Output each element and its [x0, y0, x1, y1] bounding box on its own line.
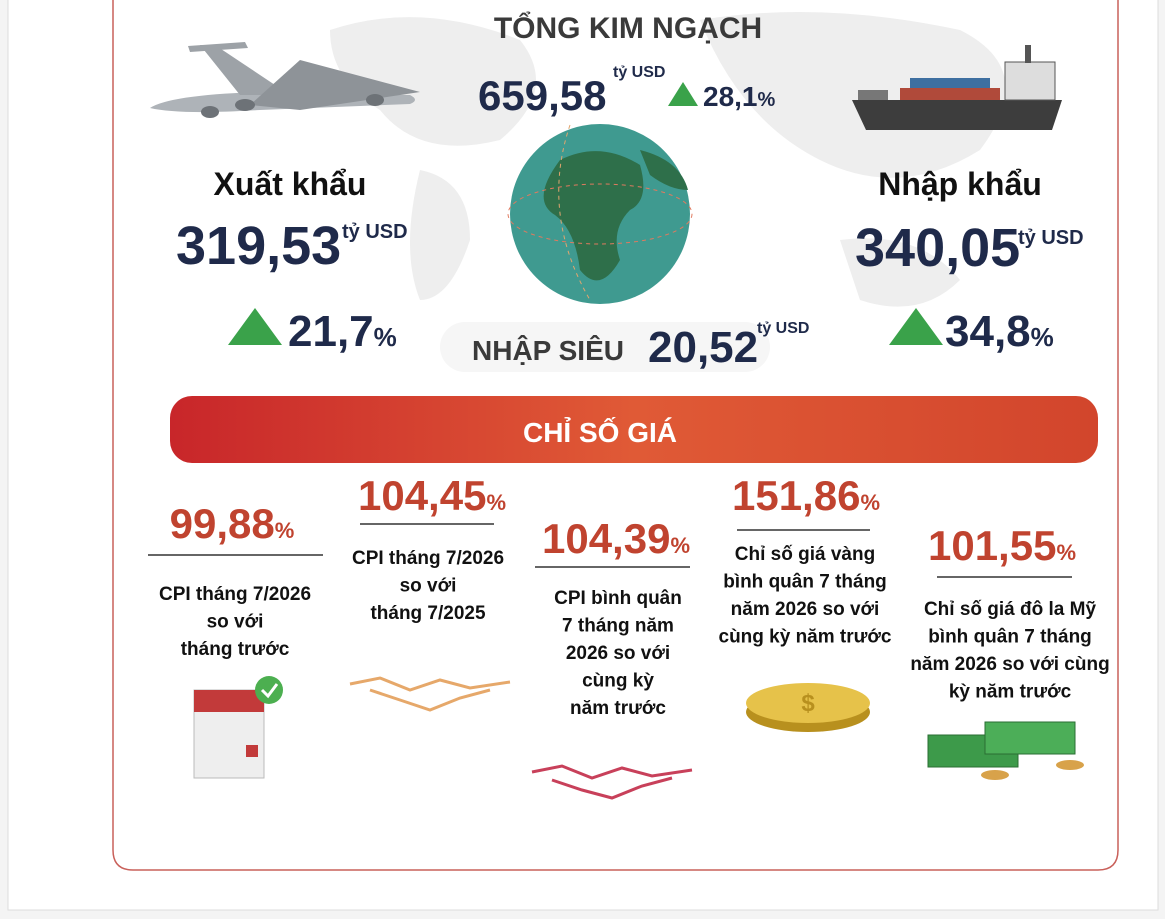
import-value: 340,05 [855, 218, 1020, 278]
price-value: 104,39% [542, 515, 690, 562]
price-label: tháng 7/2025 [370, 603, 486, 624]
price-value: 151,86% [732, 472, 880, 519]
price-label: năm 2026 so với [731, 599, 880, 620]
price-label: CPI tháng 7/2026 [159, 584, 311, 605]
total-value: 659,58 [478, 72, 606, 119]
import-unit: tỷ USD [1018, 227, 1084, 249]
total-unit: tỷ USD [613, 64, 665, 81]
price-unit: % [860, 490, 880, 515]
svg-text:$: $ [801, 690, 815, 717]
price-label: cùng kỳ năm trước [719, 627, 892, 648]
price-label: Chỉ số giá vàng [735, 544, 875, 565]
export-change: 21,7% [288, 307, 397, 356]
export-value: 319,53 [176, 216, 341, 276]
up-arrow [228, 308, 282, 345]
price-number: 151,86 [732, 472, 860, 519]
up-arrow [889, 308, 943, 345]
price-label: CPI bình quân [554, 588, 682, 609]
price-number: 99,88 [170, 500, 275, 547]
deficit-band [440, 322, 770, 372]
decor-lines [349, 676, 511, 712]
export-title: Xuất khẩu [214, 166, 367, 202]
price-unit: % [1056, 540, 1076, 565]
import-change: 34,8% [945, 307, 1054, 356]
price-label: cùng kỳ [582, 671, 654, 692]
price-label: so với [207, 612, 264, 633]
money-icon [927, 721, 1084, 780]
price-value: 101,55% [928, 522, 1076, 569]
price-label: CPI tháng 7/2026 [352, 548, 504, 569]
world-map [330, 12, 1006, 307]
price-title: CHỈ SỐ GIÁ [523, 416, 677, 448]
deficit-unit: tỷ USD [757, 320, 809, 337]
price-label: kỳ năm trước [949, 682, 1072, 703]
price-label: bình quân 7 tháng [928, 627, 1092, 648]
calendar-icon [193, 676, 283, 779]
price-label: bình quân 7 tháng [723, 572, 887, 593]
price-label: so với [400, 576, 457, 597]
plane-icon [150, 42, 420, 118]
import-title: Nhập khẩu [878, 166, 1042, 202]
price-number: 104,45 [358, 472, 486, 519]
price-unit: % [486, 490, 506, 515]
price-label: 2026 so với [566, 643, 670, 664]
up-arrow [668, 82, 698, 106]
price-unit: % [275, 518, 295, 543]
price-banner [170, 396, 1098, 463]
decor-lines [531, 764, 693, 800]
price-value: 104,45% [358, 472, 506, 519]
total-change: 28,1% [703, 81, 776, 112]
deficit-value: 20,52 [648, 323, 758, 372]
price-label: năm trước [570, 698, 666, 719]
deficit-title: NHẬP SIÊU [472, 335, 624, 366]
price-unit: % [670, 533, 690, 558]
price-number: 101,55 [928, 522, 1056, 569]
price-number: 104,39 [542, 515, 670, 562]
price-label: năm 2026 so với cùng [910, 654, 1109, 675]
export-unit: tỷ USD [342, 221, 408, 243]
price-label: tháng trước [181, 639, 290, 660]
price-value: 99,88% [170, 500, 295, 547]
globe-icon [507, 124, 693, 304]
ship-icon [852, 45, 1062, 130]
card-border [112, 0, 1119, 871]
coin-icon: $ [746, 683, 870, 732]
price-label: 7 tháng năm [562, 616, 674, 637]
total-title: TỔNG KIM NGẠCH [494, 11, 762, 45]
price-label: Chỉ số giá đô la Mỹ [924, 599, 1097, 620]
